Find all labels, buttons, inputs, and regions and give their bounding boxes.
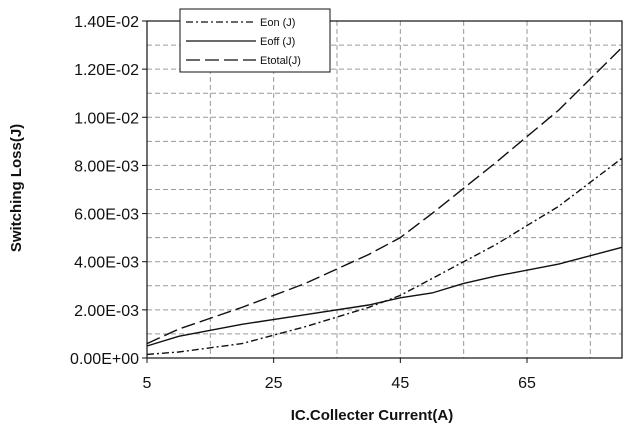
legend-label: Etotal(J) bbox=[260, 55, 301, 67]
ticks-layer: 0.00E+00 2.00E-03 4.00E-03 6.00E-03 8.00E-03… bbox=[70, 14, 536, 392]
series-line-3 bbox=[146, 47, 623, 345]
x-tick-label: 45 bbox=[391, 375, 409, 392]
legend-label: Eoff (J) bbox=[260, 36, 295, 48]
legend: Eon (J) Eoff (J) Etotal(J) bbox=[179, 8, 331, 73]
x-axis-title: IC.Collecter Current(A) bbox=[291, 407, 454, 424]
plot-frame bbox=[146, 20, 623, 359]
y-tick-label: 1.20E-02 bbox=[74, 62, 139, 79]
y-axis-title: Switching Loss(J) bbox=[8, 124, 25, 252]
y-tick-label: 1.40E-02 bbox=[74, 14, 139, 31]
legend-label: Eon (J) bbox=[260, 17, 295, 29]
series-layer bbox=[146, 47, 623, 356]
y-tick-label: 2.00E-03 bbox=[74, 303, 139, 320]
y-tick-label: 4.00E-03 bbox=[74, 255, 139, 272]
y-tick-label: 0.00E+00 bbox=[70, 351, 139, 368]
grid-layer bbox=[147, 21, 622, 358]
x-tick-label: 65 bbox=[518, 375, 536, 392]
series-line-2 bbox=[146, 246, 623, 347]
x-tick-label: 5 bbox=[143, 375, 152, 392]
y-tick-label: 8.00E-03 bbox=[74, 158, 139, 175]
series-line-1 bbox=[146, 157, 623, 356]
y-tick-label: 1.00E-02 bbox=[74, 110, 139, 127]
y-tick-label: 6.00E-03 bbox=[74, 207, 139, 224]
x-tick-label: 25 bbox=[265, 375, 283, 392]
